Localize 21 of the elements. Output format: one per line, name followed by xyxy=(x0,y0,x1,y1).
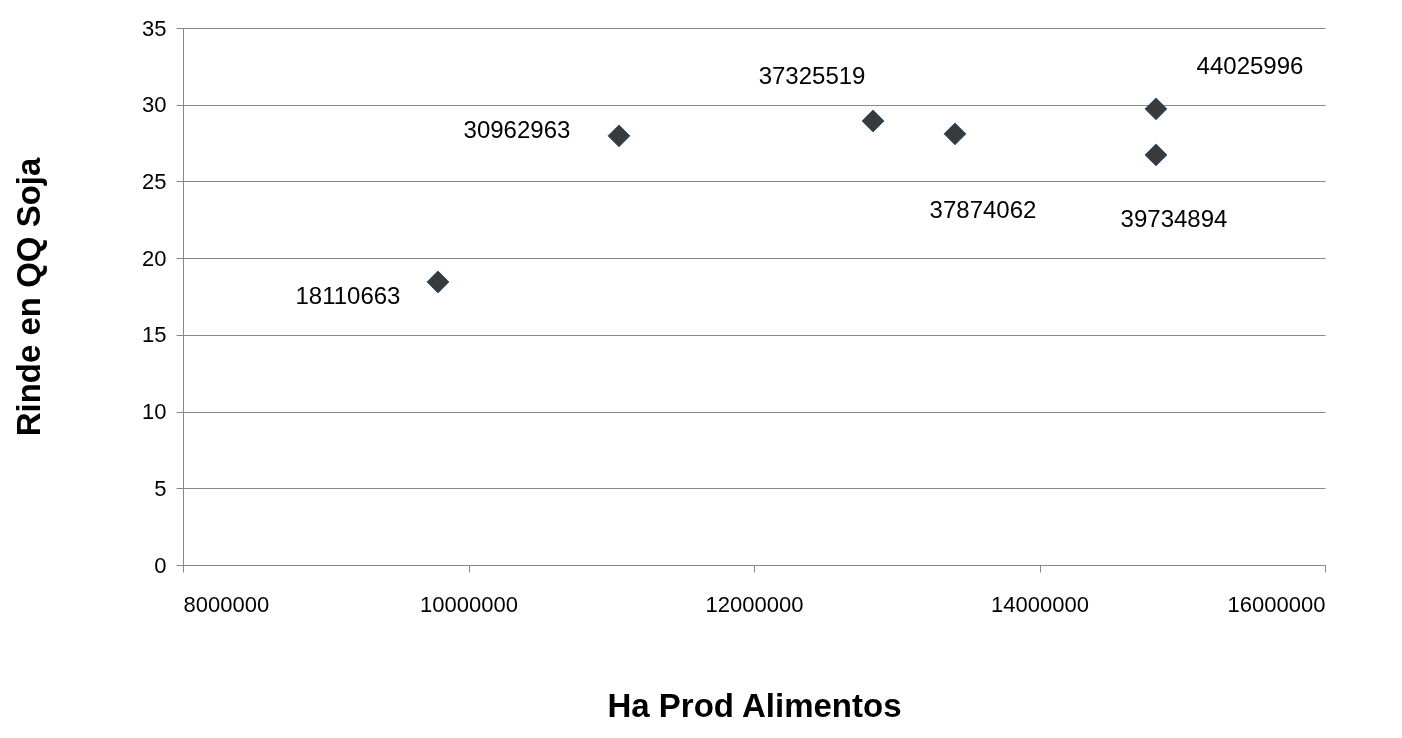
x-axis-title: Ha Prod Alimentos xyxy=(607,686,902,724)
y-tick-label: 5 xyxy=(154,475,167,501)
y-tick-label: 0 xyxy=(154,552,167,578)
annotation: 44025996 xyxy=(1196,51,1304,79)
annotation: 30962963 xyxy=(463,115,571,143)
annotation: 18110663 xyxy=(295,281,401,309)
x-tick-label: 8000000 xyxy=(183,591,270,617)
y-tick-label: 35 xyxy=(142,15,167,41)
x-tick-label: 14000000 xyxy=(991,591,1089,617)
y-tick-label: 20 xyxy=(142,245,167,271)
y-tick-label: 25 xyxy=(142,168,167,194)
y-axis-title: Rinde en QQ Soja xyxy=(10,157,48,437)
y-tick-label: 15 xyxy=(142,322,167,348)
annotation: 37325519 xyxy=(758,61,866,89)
annotation: 39734894 xyxy=(1120,204,1228,232)
x-tick-label: 12000000 xyxy=(705,591,804,617)
x-tick-label: 10000000 xyxy=(420,591,518,617)
y-tick-label: 10 xyxy=(142,399,167,425)
annotation: 37874062 xyxy=(929,195,1037,223)
y-tick-label: 30 xyxy=(142,92,167,118)
x-tick-label: 16000000 xyxy=(1227,591,1326,617)
